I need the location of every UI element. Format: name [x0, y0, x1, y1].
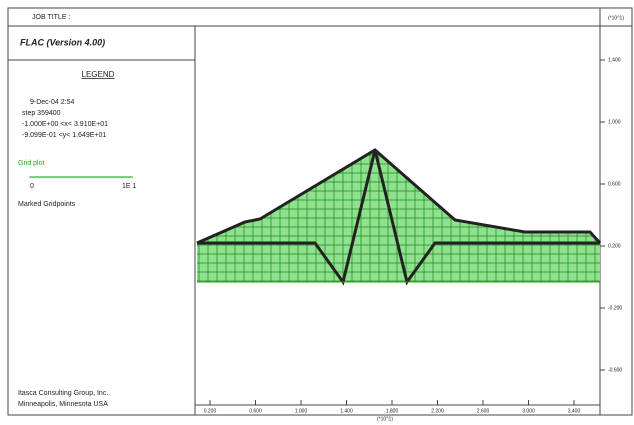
scale-tick [57, 176, 59, 178]
scale-tick [119, 176, 121, 178]
legend-x-range: -1.000E+00 <x< 3.910E+01 [22, 121, 108, 128]
scale-tick [111, 176, 113, 178]
scale-tick [31, 176, 33, 178]
scale-tick [37, 176, 39, 178]
marked-line [197, 149, 600, 286]
scale-tick [99, 176, 101, 178]
right-axis-frame [599, 7, 633, 416]
scale-tick [59, 176, 61, 178]
scale-tick [103, 176, 105, 178]
scale-tick [109, 176, 111, 178]
location: Minneapolis, Minnesota USA [18, 401, 108, 408]
scale-tick [61, 176, 63, 178]
scale-tick [85, 176, 87, 178]
scale-tick [89, 176, 91, 178]
program-name: FLAC (Version 4.00) [20, 37, 105, 47]
right-tick-label: 0.600 [608, 181, 621, 187]
scale-tick [67, 176, 69, 178]
scale-tick [127, 176, 129, 178]
legend-title: LEGEND [82, 70, 115, 79]
scale-tick [55, 176, 57, 178]
scale-tick [79, 176, 81, 178]
scale-tick [105, 176, 107, 178]
scale-tick [113, 176, 115, 178]
surface-line [196, 148, 602, 245]
bottom-tick-label: 2.200 [431, 408, 444, 414]
scale-tick [121, 176, 123, 178]
scale-end: 1E 1 [122, 183, 137, 190]
scale-tick [115, 176, 117, 178]
bottom-tick-label: 1.800 [386, 408, 399, 414]
bottom-tick-label: 2.600 [477, 408, 490, 414]
scale-tick [77, 176, 79, 178]
right-tick-label: -0.200 [608, 305, 622, 311]
legend-y-range: -9.099E-01 <y< 1.649E+01 [22, 132, 106, 139]
scale-tick [107, 176, 109, 178]
scale-tick [29, 176, 31, 178]
bottom-axis-multiplier: (*10^1) [377, 416, 393, 422]
scale-tick [125, 176, 127, 178]
scale-tick [71, 176, 73, 178]
scale-tick [33, 176, 35, 178]
grid-plot-label: Grid plot [18, 160, 45, 167]
scale-tick [51, 176, 53, 178]
scale-tick [129, 176, 131, 178]
scale-tick [41, 176, 43, 178]
scale-tick [43, 176, 45, 178]
scale-start: 0 [30, 183, 34, 190]
right-tick-label: 1.000 [608, 119, 621, 125]
scale-tick [73, 176, 75, 178]
scale-tick [53, 176, 55, 178]
bottom-tick-label: 0.600 [249, 408, 262, 414]
scale-tick [91, 176, 93, 178]
scale-tick [45, 176, 47, 178]
right-tick-label: 0.200 [608, 243, 621, 249]
mesh-fill [197, 150, 600, 282]
scale-tick [69, 176, 71, 178]
right-axis-multiplier: (*10^1) [608, 15, 624, 21]
bottom-tick-label: 1.000 [295, 408, 308, 414]
bottom-tick-label: 1.400 [340, 408, 353, 414]
right-tick-label: -0.600 [608, 367, 622, 373]
scale-tick [49, 176, 51, 178]
scale-tick [83, 176, 85, 178]
scale-tick [95, 176, 97, 178]
legend-step: step 359400 [22, 110, 61, 117]
scale-tick [87, 176, 89, 178]
marked-gridpoints: Marked Gridpoints [18, 201, 76, 208]
scale-tick [47, 176, 49, 178]
bottom-tick-label: 3.000 [522, 408, 535, 414]
scale-tick [97, 176, 99, 178]
bottom-tick-label: 0.200 [204, 408, 217, 414]
scale-tick [123, 176, 125, 178]
scale-tick [101, 176, 103, 178]
scale-tick [35, 176, 37, 178]
scale-tick [81, 176, 83, 178]
scale-tick [65, 176, 67, 178]
right-tick-label: 1.400 [608, 57, 621, 63]
job-title: JOB TITLE : [32, 14, 70, 21]
scale-tick [39, 176, 41, 178]
legend-date: 9-Dec-04 2:54 [30, 99, 74, 106]
scale-tick [93, 176, 95, 178]
company: Itasca Consulting Group, Inc. [18, 390, 108, 397]
scale-tick [75, 176, 77, 178]
mesh [197, 150, 600, 282]
scale-tick [117, 176, 119, 178]
bottom-tick-label: 3.400 [568, 408, 581, 414]
scale-tick [63, 176, 65, 178]
